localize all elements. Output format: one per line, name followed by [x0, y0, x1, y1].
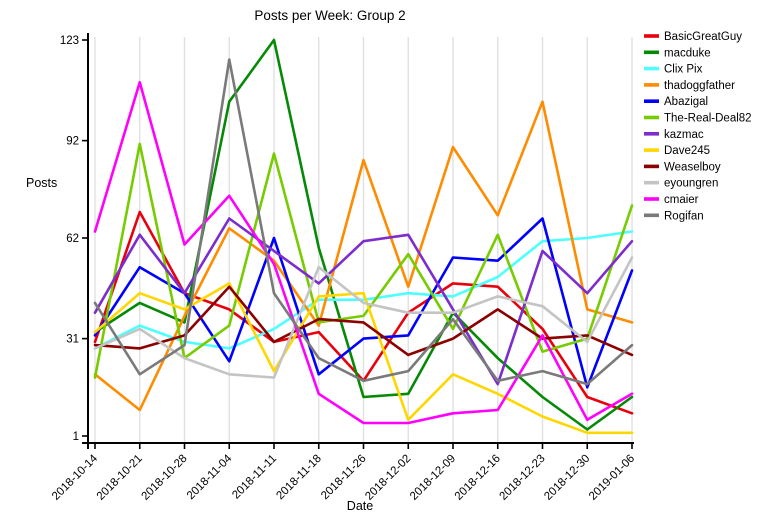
x-tick-label: 2018-11-11 [230, 453, 279, 502]
y-tick-label: 62 [66, 233, 79, 245]
legend-label-eyoungren: eyoungren [664, 178, 718, 190]
x-tick-label: 2018-12-02 [363, 453, 413, 503]
x-axis-label: Date [347, 499, 373, 513]
x-tick-label: 2018-12-16 [453, 453, 503, 503]
legend-label-basicgreatguy: BasicGreatGuy [664, 31, 742, 43]
y-axis-label: Posts [26, 176, 57, 190]
x-tick-label: 2018-10-14 [50, 452, 101, 503]
x-tick-label: 2018-11-18 [274, 453, 323, 502]
series-line-thadoggfather [93, 100, 634, 412]
legend-label-the-real-deal82: The-Real-Deal82 [664, 113, 752, 125]
legend-label-rogifan: Rogifan [664, 210, 704, 222]
series-line-eyoungren [93, 256, 634, 379]
x-tick-label: 2018-11-04 [185, 452, 235, 502]
series-line-cmaier [93, 80, 634, 425]
y-tick-labels: 1 31 62 92 123 [60, 35, 79, 443]
legend-label-thadoggfather: thadoggfather [664, 80, 735, 92]
series-line-macduke [93, 38, 634, 431]
series-line-kazmac [93, 217, 634, 386]
x-tick-label: 2018-10-28 [140, 453, 190, 503]
series-line-weaselboy [93, 285, 634, 357]
y-tick-label: 92 [66, 136, 79, 148]
y-tick-label: 123 [60, 35, 79, 47]
chart-title: Posts per Week: Group 2 [254, 8, 405, 23]
x-tick-marks [94, 443, 633, 449]
series-lines [93, 38, 634, 435]
legend-label-macduke: macduke [664, 47, 711, 59]
legend-label-clix-pix: Clix Pix [664, 64, 703, 76]
legend-label-kazmac: kazmac [664, 129, 704, 141]
x-tick-label: 2018-11-26 [319, 453, 368, 502]
x-tick-labels: 2018-10-142018-10-212018-10-282018-11-04… [50, 452, 637, 503]
x-tick-label: 2018-12-23 [498, 453, 548, 503]
legend-label-abazigal: Abazigal [664, 96, 708, 108]
x-tick-label: 2018-12-09 [408, 453, 458, 503]
series-line-rogifan [93, 58, 634, 386]
x-tick-label: 2018-10-21 [95, 453, 145, 503]
legend-label-weaselboy: Weaselboy [664, 161, 721, 173]
y-tick-label: 31 [66, 334, 79, 346]
legend: BasicGreatGuy macduke Clix Pix thadoggfathe… [644, 31, 752, 222]
x-tick-label: 2019-01-06 [587, 453, 637, 503]
legend-label-cmaier: cmaier [664, 194, 699, 206]
y-tick-label: 1 [73, 431, 79, 443]
series-line-dave245 [93, 282, 634, 435]
x-tick-label: 2018-12-30 [542, 453, 592, 503]
y-tick-marks [82, 39, 88, 437]
legend-label-dave245: Dave245 [664, 145, 710, 157]
